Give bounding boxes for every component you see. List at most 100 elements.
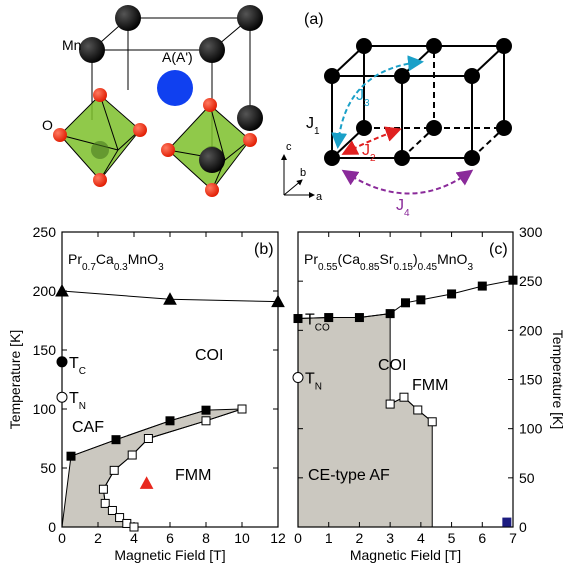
y-tick-label: 250 [33, 224, 57, 240]
square-marker [401, 298, 410, 308]
coupling-label-part: J [306, 115, 314, 132]
point-label-part: C [79, 365, 86, 376]
square-marker [502, 517, 512, 527]
point-label-part: CO [315, 322, 330, 333]
lattice [324, 38, 512, 195]
point-marker [56, 391, 68, 403]
point-marker [292, 372, 304, 384]
coupling-label-part: J [362, 142, 370, 159]
region-label: COI [378, 357, 406, 374]
y-tick-label: 0 [519, 519, 527, 535]
square-marker [143, 434, 153, 443]
x-tick-label: 6 [166, 530, 174, 546]
lattice-node [496, 120, 512, 136]
point-label: TCO [305, 312, 330, 334]
chart-title-part: Sr [380, 251, 394, 267]
x-tick-label: 7 [509, 530, 517, 546]
square-marker [100, 498, 110, 508]
x-tick-label: 2 [94, 530, 102, 546]
lattice-node [464, 150, 480, 166]
y-tick-label: 50 [40, 460, 56, 476]
triangle-marker [271, 294, 285, 308]
x-tick-label: 3 [386, 530, 394, 546]
coupling-label: J3 [356, 87, 370, 109]
square-marker [107, 505, 117, 515]
chart-title-part: MnO [437, 251, 467, 267]
coupling-label: J4 [396, 197, 410, 219]
point-label-part: T [305, 371, 315, 388]
square-marker [416, 295, 426, 305]
square-marker [354, 313, 364, 323]
y-tick-label: 200 [519, 322, 543, 338]
axis-a-label: a [316, 191, 323, 203]
phase-region [297, 313, 433, 528]
square-marker [66, 451, 76, 461]
y-tick-label: 150 [519, 372, 543, 388]
triangle-marker [163, 292, 177, 305]
square-marker [399, 392, 409, 402]
panel-label: (c) [489, 241, 508, 258]
lattice-node [426, 120, 442, 136]
axis-c-label: c [286, 141, 292, 153]
lattice-edge [471, 127, 505, 159]
chart-title-part: 3 [467, 262, 473, 273]
x-tick-label: 0 [294, 530, 302, 546]
lattice-node [324, 68, 340, 84]
point-label-part: T [69, 390, 79, 407]
coupling-label-part: 2 [370, 153, 376, 164]
square-marker [109, 465, 119, 475]
axis-b-label: b [300, 167, 306, 179]
square-marker [201, 416, 211, 426]
y-axis-label: Temperature [K] [7, 330, 23, 430]
coupling-label: J1 [306, 115, 320, 137]
square-marker [111, 435, 121, 445]
point-marker [56, 356, 68, 368]
y-tick-label: 300 [519, 224, 543, 240]
y-tick-label: 50 [519, 470, 535, 486]
y-tick-label: 200 [33, 283, 57, 299]
x-tick-label: 5 [448, 530, 456, 546]
coupling-label: J2 [362, 142, 376, 164]
point-label: TC [69, 355, 86, 377]
square-marker [127, 450, 137, 460]
chart-title-part: Pr [68, 251, 82, 267]
x-tick-label: 6 [478, 530, 486, 546]
square-marker [477, 281, 487, 291]
region-label: CAF [72, 419, 104, 436]
square-marker [413, 405, 423, 415]
chart-title-part: ) [413, 251, 418, 267]
x-tick-label: 0 [58, 530, 66, 546]
y-axis-label: Temperature [K] [550, 330, 564, 430]
coupling-label-part: 1 [314, 126, 320, 137]
y-tick-label: 100 [519, 421, 543, 437]
square-marker [427, 417, 437, 427]
square-marker [98, 484, 108, 494]
chart-title-part: 0.85 [360, 262, 380, 273]
square-marker [237, 404, 247, 414]
point-label-part: N [315, 381, 322, 392]
chart-title-part: MnO [128, 251, 158, 267]
x-tick-label: 1 [325, 530, 333, 546]
x-axis-label: Magnetic Field [T] [114, 547, 225, 563]
y-tick-label: 250 [519, 273, 543, 289]
x-tick-label: 8 [202, 530, 210, 546]
j3-arrow [331, 55, 424, 149]
region-label: FMM [175, 467, 211, 484]
crystal-structure [53, 5, 263, 197]
a-site-label: A(A') [162, 49, 193, 65]
y-tick-label: 150 [33, 342, 57, 358]
y-tick-label: 100 [33, 401, 57, 417]
square-marker [324, 313, 334, 323]
triangle-marker [139, 476, 154, 489]
chart-title-part: (Ca [337, 251, 360, 267]
chart-title-part: Pr [304, 251, 318, 267]
point-label: TN [69, 390, 86, 412]
coupling-label-part: 4 [404, 208, 410, 219]
o-label: O [42, 117, 53, 133]
y-tick-label: 0 [48, 519, 56, 535]
series-line [389, 396, 433, 423]
chart-title-part: 3 [158, 262, 164, 273]
lattice-node [394, 150, 410, 166]
x-tick-label: 4 [417, 530, 425, 546]
